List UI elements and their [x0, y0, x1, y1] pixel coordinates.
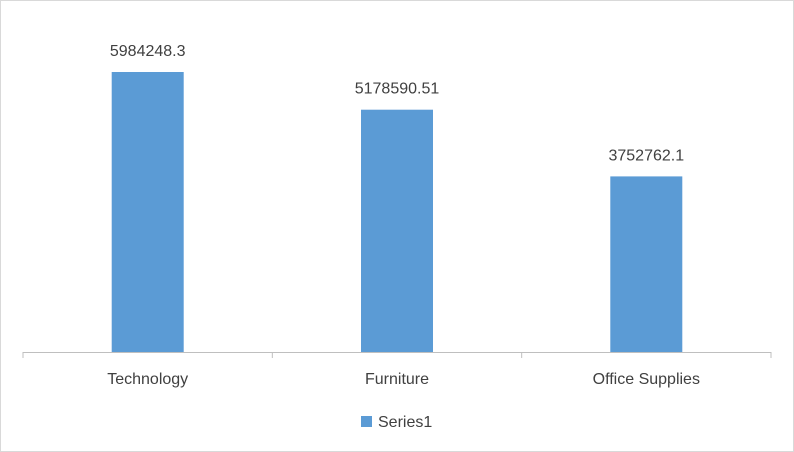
category-tick-label: Technology: [107, 371, 188, 388]
legend-label: Series1: [378, 414, 432, 431]
labels-layer: 5984248.3 Technology 5178590.51 Furniture 37…: [107, 43, 700, 388]
data-label: 5984248.3: [110, 43, 186, 60]
bar-office-supplies: [610, 176, 683, 352]
category-tick-label: Office Supplies: [593, 371, 700, 388]
legend-swatch: [361, 416, 372, 427]
bar-technology: [111, 72, 184, 352]
category-tick-label: Furniture: [365, 371, 429, 388]
bars-layer: [111, 72, 683, 352]
data-label: 3752762.1: [608, 147, 684, 164]
x-axis: [22, 352, 772, 358]
bar-furniture: [361, 109, 433, 352]
legend: Series1: [361, 414, 432, 431]
data-label: 5178590.51: [355, 81, 440, 98]
